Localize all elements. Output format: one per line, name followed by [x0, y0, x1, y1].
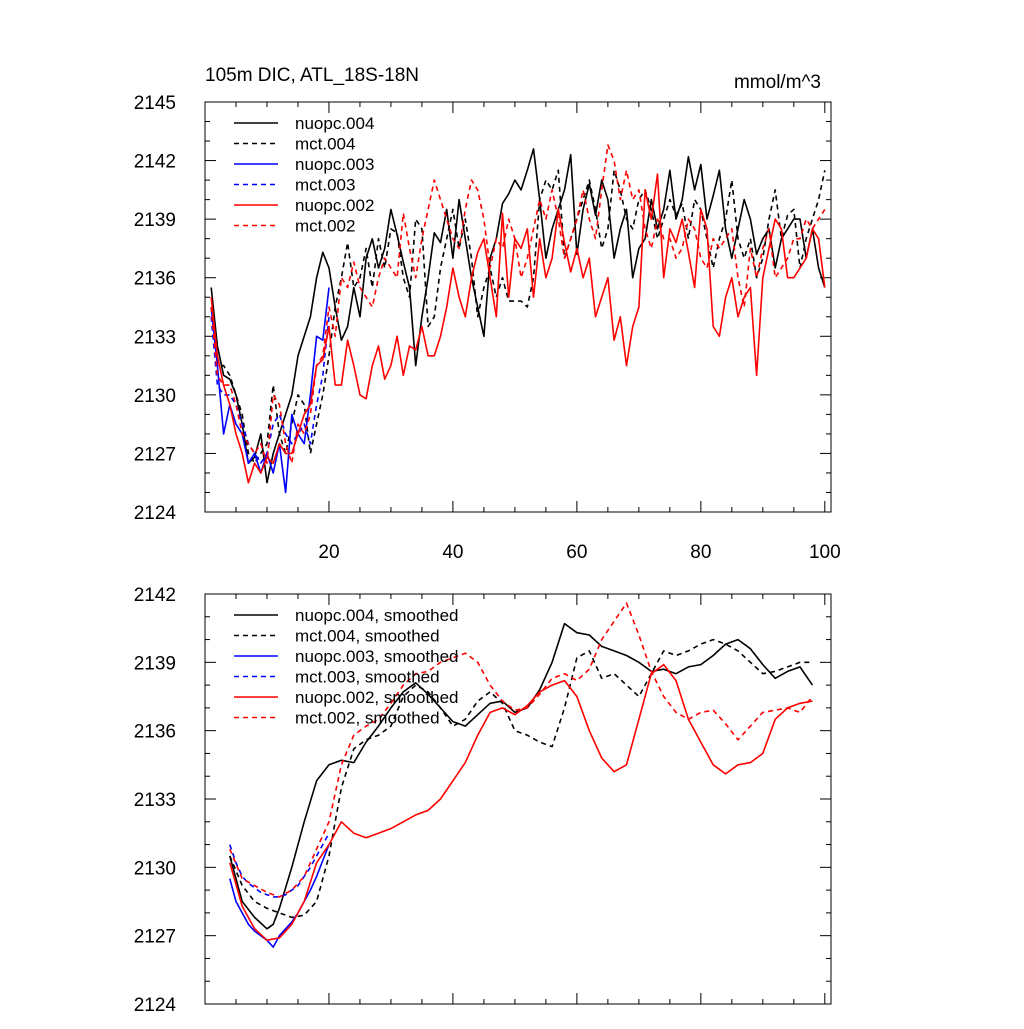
legend-label: nuopc.003 — [295, 155, 374, 174]
legend-label: mct.003 — [295, 176, 355, 195]
legend-label: nuopc.003, smoothed — [295, 647, 459, 666]
x-tick-label: 60 — [566, 542, 587, 563]
y-tick-label: 2139 — [134, 653, 176, 674]
y-tick-label: 2139 — [134, 210, 176, 231]
series-line-nuopc-004 — [210, 148, 826, 484]
legend-label: mct.002, smoothed — [295, 709, 440, 728]
x-tick-label: 80 — [690, 542, 711, 563]
y-tick-label: 2127 — [134, 927, 176, 948]
legend-label: nuopc.002 — [295, 196, 374, 215]
series-line-nuopc-004-smoothed — [229, 622, 814, 930]
top-panel: 2124 2127 2130 2133 2136 2139 2142 2145 20 40 60 80… — [134, 65, 841, 563]
legend-label: nuopc.002, smoothed — [295, 688, 459, 707]
series-line-mct-004 — [210, 169, 826, 465]
y-tick-label: 2142 — [134, 585, 176, 606]
series-line-mct-003-smoothed — [229, 832, 330, 898]
series-line-nuopc-003 — [210, 287, 330, 494]
y-tick-label: 2136 — [134, 722, 176, 743]
y-tick-label: 2127 — [134, 444, 176, 465]
y-tick-label: 2124 — [134, 503, 177, 524]
legend-label: nuopc.004, smoothed — [295, 606, 459, 625]
y-tick-label: 2130 — [134, 386, 176, 407]
y-tick-label: 2136 — [134, 269, 176, 290]
series-line-nuopc-003-smoothed — [229, 844, 330, 948]
series-line-mct-004-smoothed — [229, 638, 813, 919]
y-tick-label: 2133 — [134, 790, 176, 811]
y-tick-label: 2142 — [134, 152, 176, 173]
series-line-mct-002 — [210, 144, 826, 465]
y-tick-label: 2133 — [134, 327, 176, 348]
legend-label: mct.002 — [295, 217, 355, 236]
series-line-nuopc-002-smoothed — [229, 663, 813, 942]
series-line-mct-002-smoothed — [229, 602, 814, 898]
x-tick-label: 100 — [809, 542, 841, 563]
chart-title: 105m DIC, ATL_18S-18N — [205, 65, 419, 86]
legend-label: mct.004 — [295, 135, 355, 154]
bottom-panel: 2124 2127 2130 2133 2136 2139 2142 nuopc.004, s… — [134, 585, 832, 1016]
x-tick-label: 40 — [442, 542, 463, 563]
units-label: mmol/m^3 — [734, 72, 821, 93]
legend-label: mct.004, smoothed — [295, 627, 440, 646]
legend-label: mct.003, smoothed — [295, 668, 440, 687]
x-tick-label: 20 — [318, 542, 339, 563]
y-tick-label: 2130 — [134, 858, 176, 879]
plot-frame — [204, 101, 832, 513]
y-tick-label: 2145 — [134, 93, 176, 114]
legend-label: nuopc.004 — [295, 114, 374, 133]
y-tick-label: 2124 — [134, 995, 177, 1016]
